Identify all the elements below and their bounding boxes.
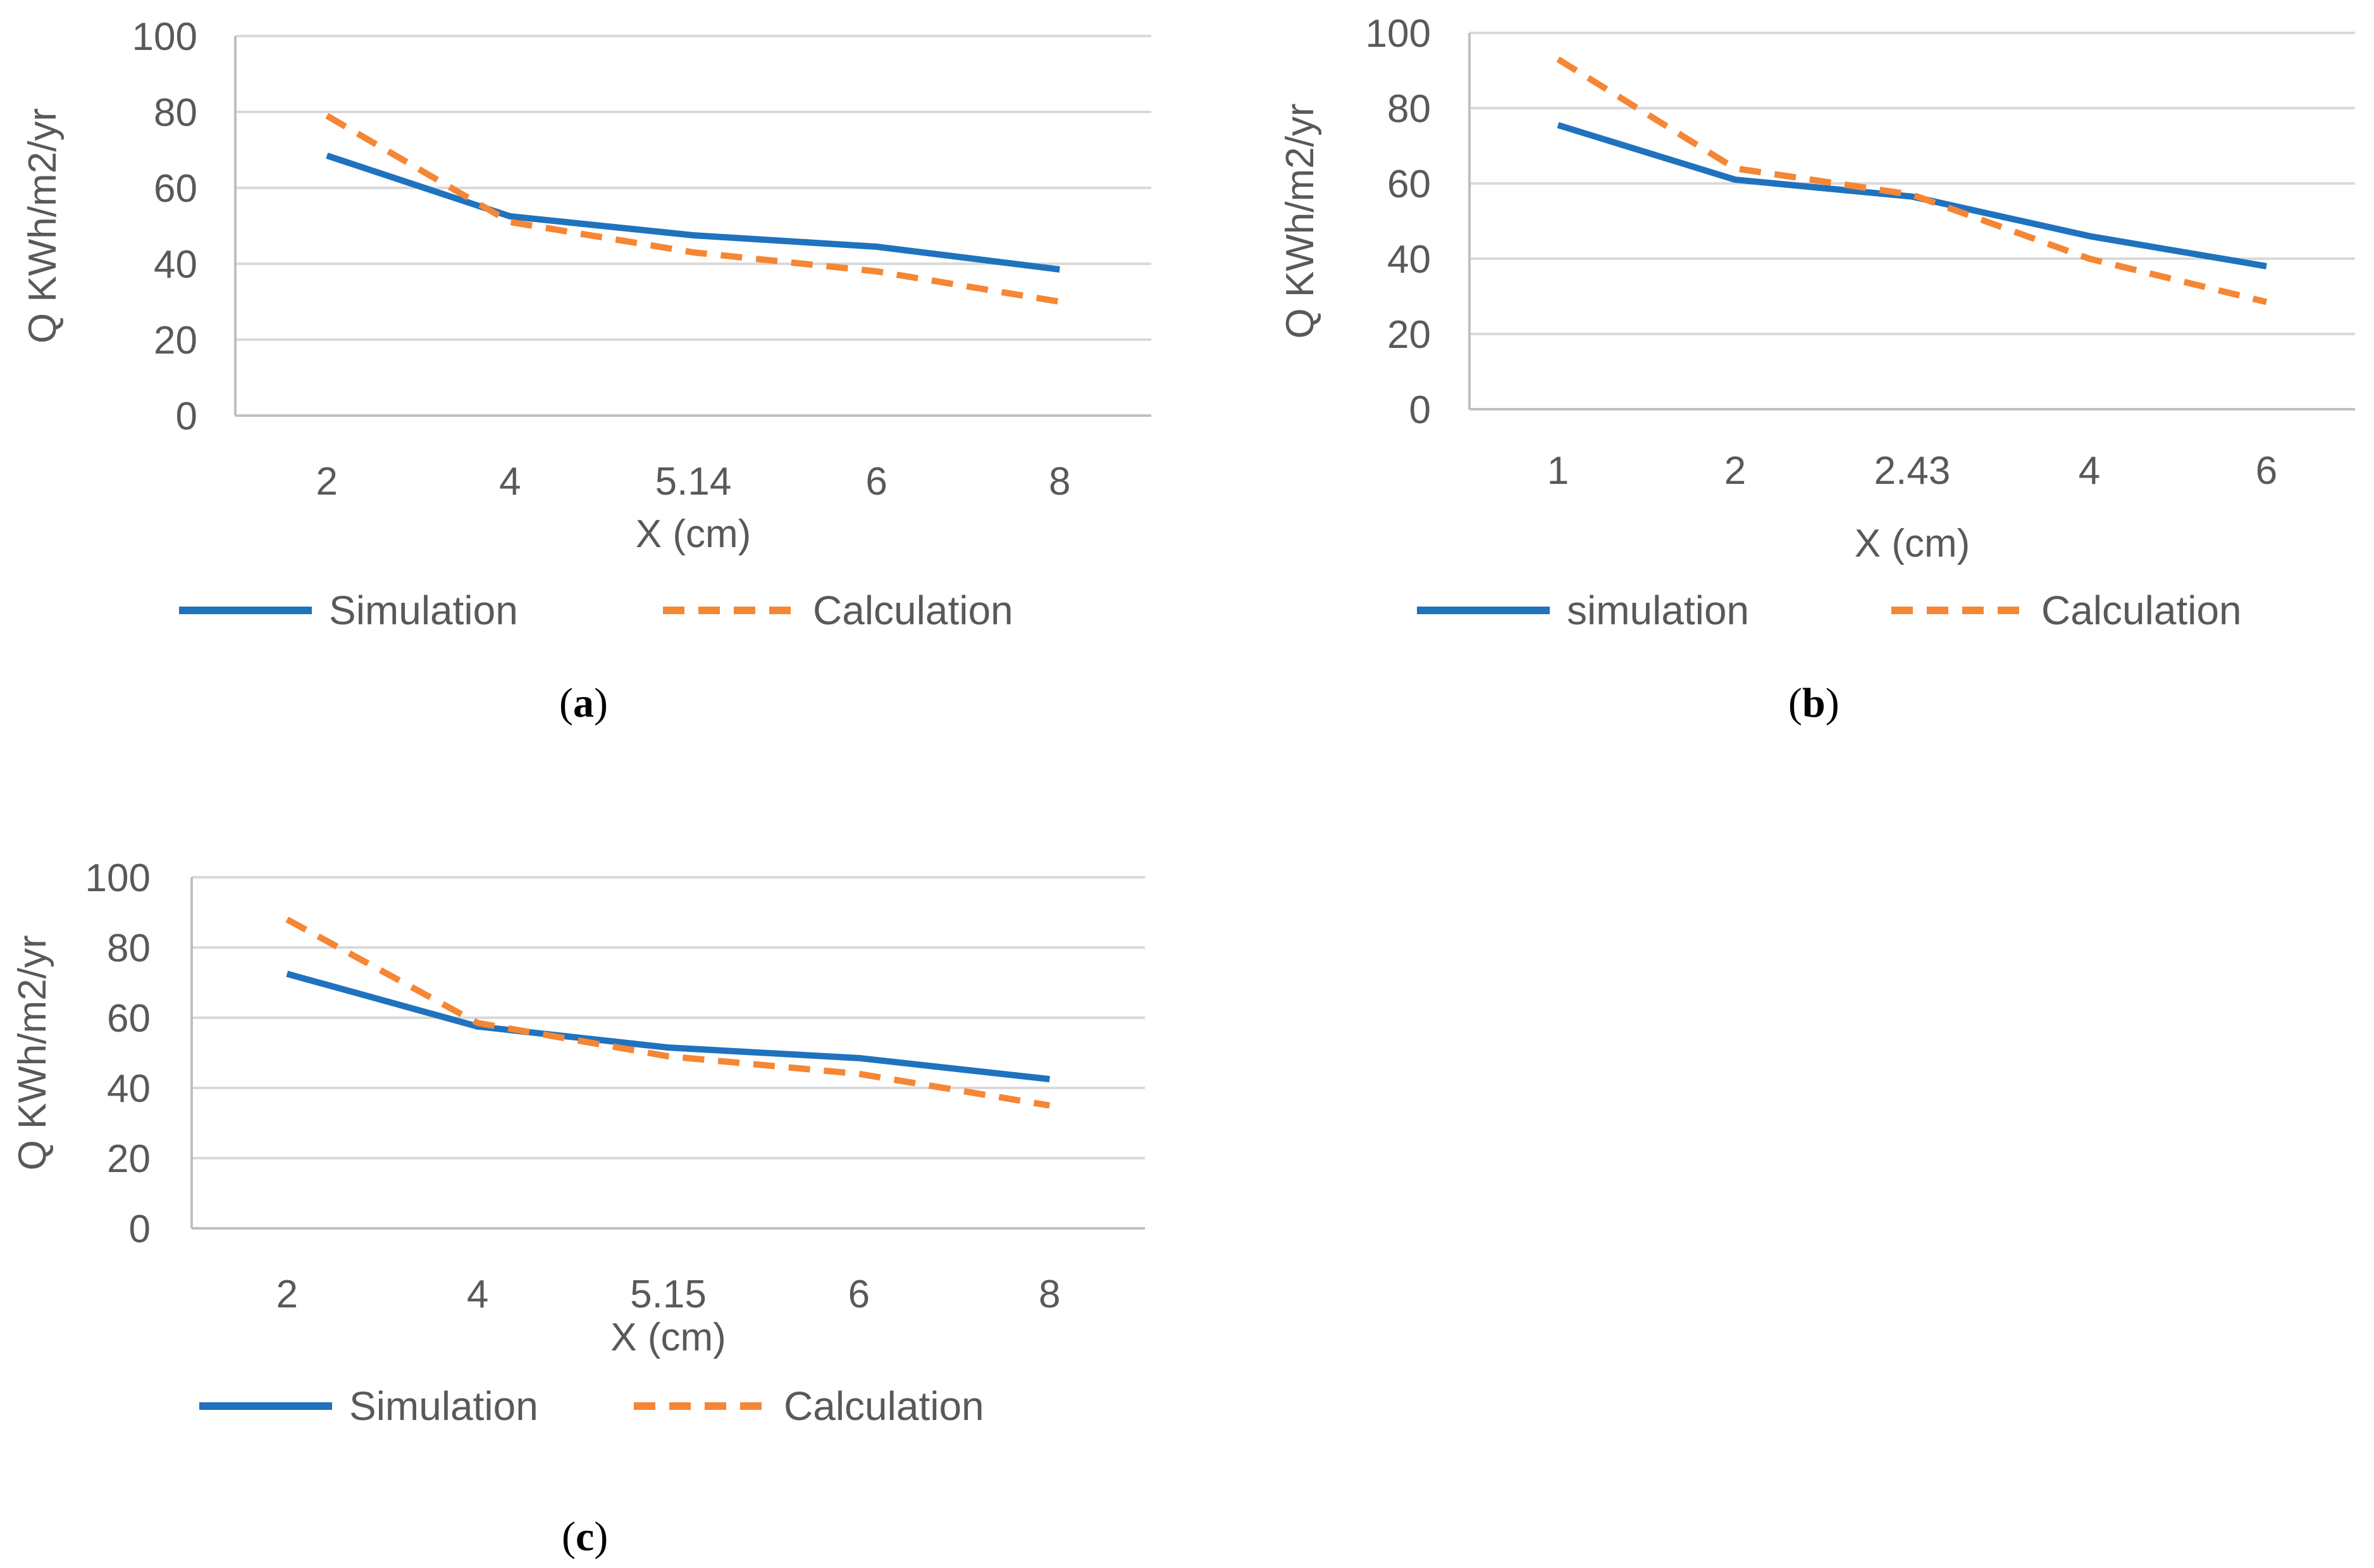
x-tick-label-c-2: 5.15 [630,1273,707,1316]
x-axis-title-c: X (cm) [610,1316,726,1359]
y-tick-label-c-80: 80 [107,927,151,970]
y-tick-label-a-60: 60 [154,167,197,211]
series-line-c-calculation [285,917,1051,1109]
y-tick-label-b-40: 40 [1387,238,1431,281]
y-tick-label-b-0: 0 [1409,388,1431,432]
y-tick-label-b-60: 60 [1387,163,1431,206]
x-tick-label-b-4: 6 [2256,449,2277,493]
legend-label-a-simulation: Simulation [329,588,518,633]
x-tick-label-a-0: 2 [316,460,338,503]
y-tick-label-b-100: 100 [1366,12,1431,56]
x-tick-label-b-1: 2 [1724,449,1746,493]
caption-a: (a) [559,680,608,726]
y-tick-label-a-0: 0 [176,395,197,438]
y-tick-label-b-80: 80 [1387,87,1431,131]
legend-label-b-simulation: simulation [1567,588,1749,633]
y-tick-label-a-20: 20 [154,319,197,362]
series-line-a-calculation [325,113,1061,305]
legend-label-a-calculation: Calculation [813,588,1013,633]
legend-label-c-simulation: Simulation [349,1383,538,1429]
x-tick-label-a-4: 8 [1049,460,1070,503]
x-tick-label-c-0: 2 [276,1273,297,1316]
y-tick-label-c-20: 20 [107,1137,151,1181]
x-tick-label-c-3: 6 [848,1273,870,1316]
chart-panel-b: 0 20 40 60 80 100 1 2 2.43 4 6 X (cm) Q KWh/m2/yr sim… [0,0,2374,696]
x-tick-label-a-1: 4 [499,460,521,503]
x-axis-title-b: X (cm) [1855,522,1970,565]
chart-panel-a: 0 20 40 60 80 100 2 4 5.14 6 8 X (cm) Q KWh/m2/yr Sim… [0,0,1151,696]
legend-label-b-calculation: Calculation [2041,588,2242,633]
x-tick-label-b-2: 2.43 [1874,449,1951,493]
series-line-b-simulation [1557,121,2267,269]
series-line-b-calculation [1556,56,2268,306]
chart-b-svg: 0 20 40 60 80 100 1 2 2.43 4 6 X (cm) Q KWh/m2/yr sim… [1278,12,2355,633]
series-line-a-simulation [326,152,1060,273]
y-axis-title-a: Q KWh/m2/yr [21,108,65,343]
x-tick-label-b-0: 1 [1547,449,1569,493]
x-tick-label-c-4: 8 [1039,1273,1060,1316]
legend-label-c-calculation: Calculation [784,1383,984,1429]
chart-c-svg: 0 20 40 60 80 100 2 4 5.15 6 8 X (cm) Q KWh/m2/yr Sim… [11,856,1145,1429]
y-tick-label-a-80: 80 [154,91,197,135]
y-axis-title-c: Q KWh/m2/yr [11,935,54,1170]
y-tick-label-a-100: 100 [132,15,197,59]
x-tick-label-a-2: 5.14 [655,460,732,503]
y-tick-label-c-40: 40 [107,1067,151,1111]
x-tick-label-c-1: 4 [467,1273,488,1316]
x-tick-label-b-3: 4 [2079,449,2100,493]
y-tick-label-c-100: 100 [85,856,151,900]
y-tick-label-b-20: 20 [1387,313,1431,357]
x-axis-title-a: X (cm) [636,512,751,556]
series-line-c-simulation [286,970,1050,1083]
y-tick-label-c-0: 0 [129,1207,151,1251]
caption-c: (c) [562,1514,609,1560]
chart-panel-c: 0 20 40 60 80 100 2 4 5.15 6 8 X (cm) Q KWh/m2/yr Sim… [0,0,1202,1518]
chart-a-svg: 0 20 40 60 80 100 2 4 5.14 6 8 X (cm) Q KWh/m2/yr Sim… [21,15,1151,633]
y-tick-label-a-40: 40 [154,243,197,287]
y-tick-label-c-60: 60 [107,997,151,1040]
x-tick-label-a-3: 6 [865,460,887,503]
caption-b: (b) [1788,680,1839,726]
y-axis-title-b: Q KWh/m2/yr [1278,103,1322,338]
